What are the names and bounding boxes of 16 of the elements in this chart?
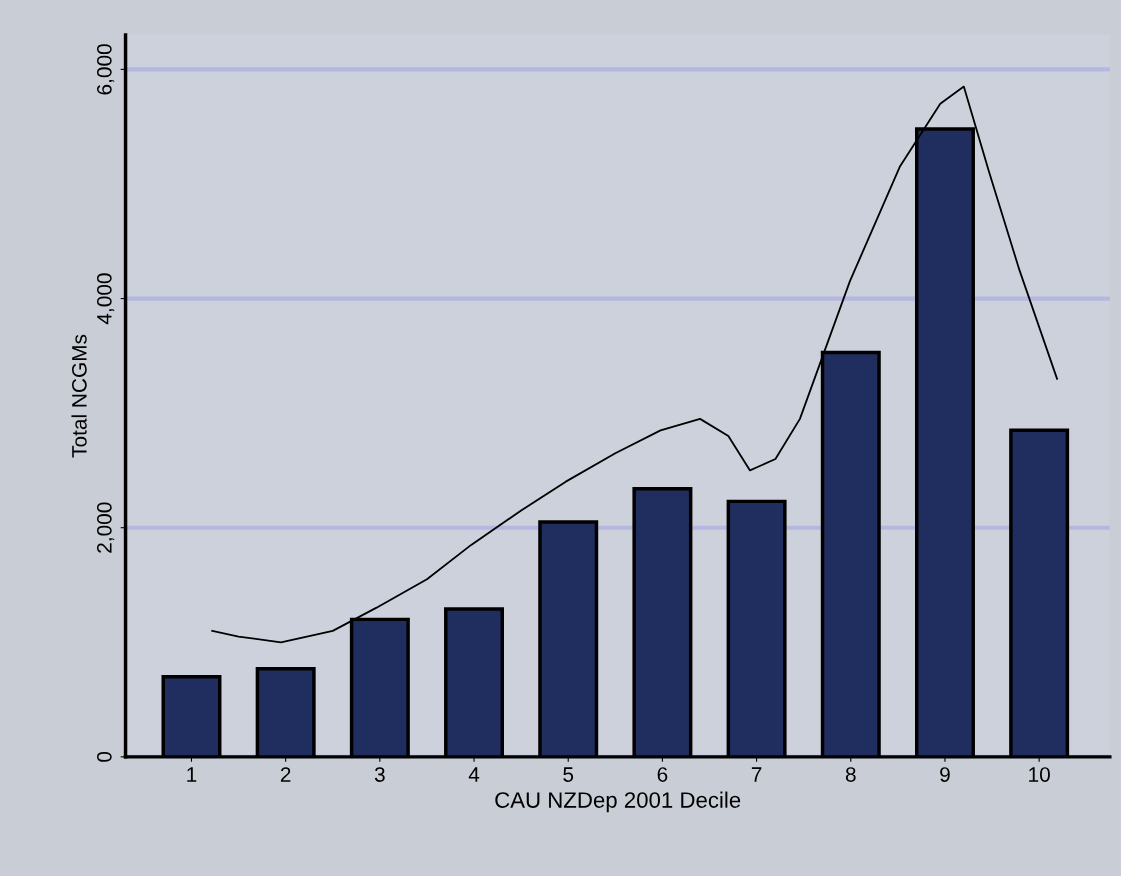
x-tick-label: 9 — [940, 767, 950, 782]
x-tick-label: 2 — [280, 767, 291, 782]
x-tick-label: 4 — [468, 767, 480, 782]
x-tick-label: 5 — [563, 767, 574, 782]
x-tick-label: 3 — [374, 767, 385, 782]
x-axis-title: CAU NZDep 2001 Decile — [495, 791, 741, 813]
y-tick-label: 0 — [96, 751, 112, 762]
y-tick-label: 4,000 — [96, 273, 115, 325]
x-tick-label: 8 — [845, 767, 856, 782]
x-tick-label: 1 — [187, 767, 197, 782]
x-tick-label: 6 — [657, 767, 668, 782]
y-tick-label: 2,000 — [96, 502, 115, 553]
y-axis-title: Total NCGMs — [71, 334, 87, 458]
x-tick-label: 7 — [751, 767, 762, 782]
x-tick-label: 10 — [1029, 767, 1050, 782]
y-tick-label: 6,000 — [96, 44, 115, 95]
